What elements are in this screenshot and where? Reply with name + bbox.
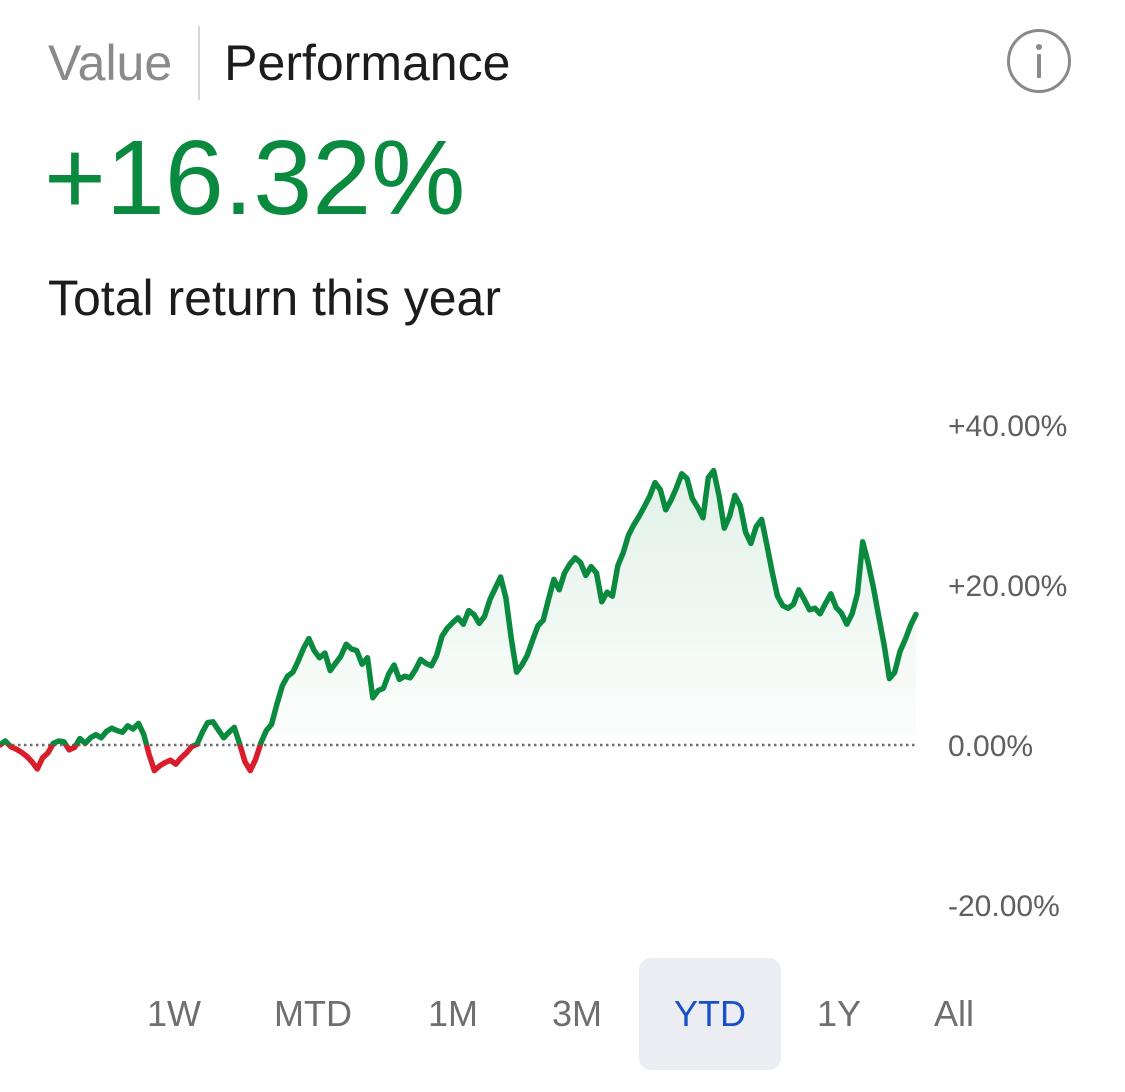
y-axis-tick-label: +40.00% — [948, 410, 1067, 443]
view-tabs: Value Performance — [48, 26, 510, 100]
range-button-mtd[interactable]: MTD — [274, 993, 352, 1034]
range-button-1m[interactable]: 1M — [427, 993, 478, 1034]
tab-performance[interactable]: Performance — [224, 35, 511, 91]
y-axis-tick-label: -20.00% — [948, 890, 1060, 923]
y-axis-tick-label: 0.00% — [948, 730, 1033, 763]
range-button-1w[interactable]: 1W — [147, 993, 201, 1034]
y-axis-tick-label: +20.00% — [948, 570, 1067, 603]
range-button-1y[interactable]: 1Y — [816, 993, 862, 1034]
total-return-label: Total return this year — [48, 270, 501, 326]
chart-svg: +40.00% +20.00% 0.00% -20.00% — [0, 410, 1067, 923]
performance-chart[interactable]: +40.00% +20.00% 0.00% -20.00% — [0, 380, 1125, 940]
tab-value[interactable]: Value — [48, 35, 173, 91]
range-button-all[interactable]: All — [933, 993, 974, 1034]
total-return-value: +16.32% — [44, 119, 466, 237]
range-button-ytd[interactable]: YTD — [639, 958, 781, 1070]
return-line-positive — [0, 467, 919, 745]
range-button-3m[interactable]: 3M — [551, 993, 602, 1034]
tab-divider — [198, 26, 201, 100]
return-line-negative — [0, 745, 264, 774]
time-range-selector: 1W MTD 1M 3M YTD 1Y All — [110, 958, 1110, 1070]
positive-area-fill — [0, 470, 916, 745]
info-circle-icon[interactable] — [1006, 28, 1072, 94]
